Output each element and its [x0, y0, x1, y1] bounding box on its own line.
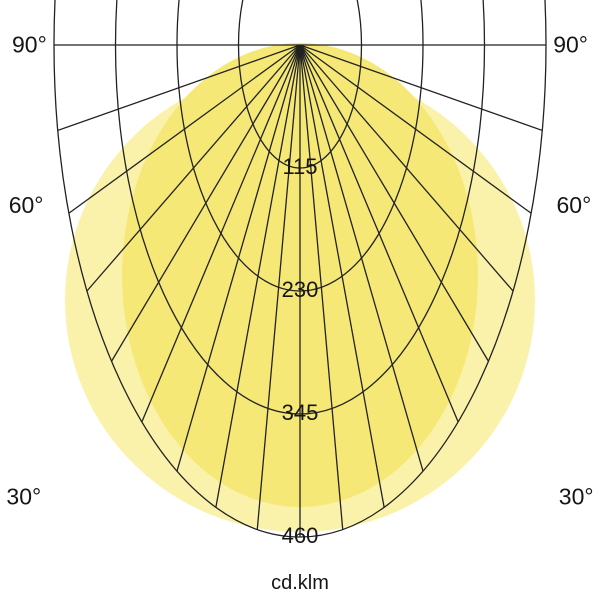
svg-text:cd.klm: cd.klm	[271, 572, 329, 594]
svg-text:460: 460	[282, 523, 319, 548]
svg-text:30°: 30°	[6, 484, 41, 510]
svg-text:90°: 90°	[12, 31, 47, 57]
svg-text:90°: 90°	[553, 31, 588, 57]
svg-text:60°: 60°	[9, 192, 44, 218]
svg-text:30°: 30°	[559, 484, 594, 510]
svg-text:230: 230	[282, 277, 319, 302]
svg-text:115: 115	[282, 154, 317, 179]
svg-text:345: 345	[282, 400, 319, 425]
svg-text:60°: 60°	[557, 192, 592, 218]
